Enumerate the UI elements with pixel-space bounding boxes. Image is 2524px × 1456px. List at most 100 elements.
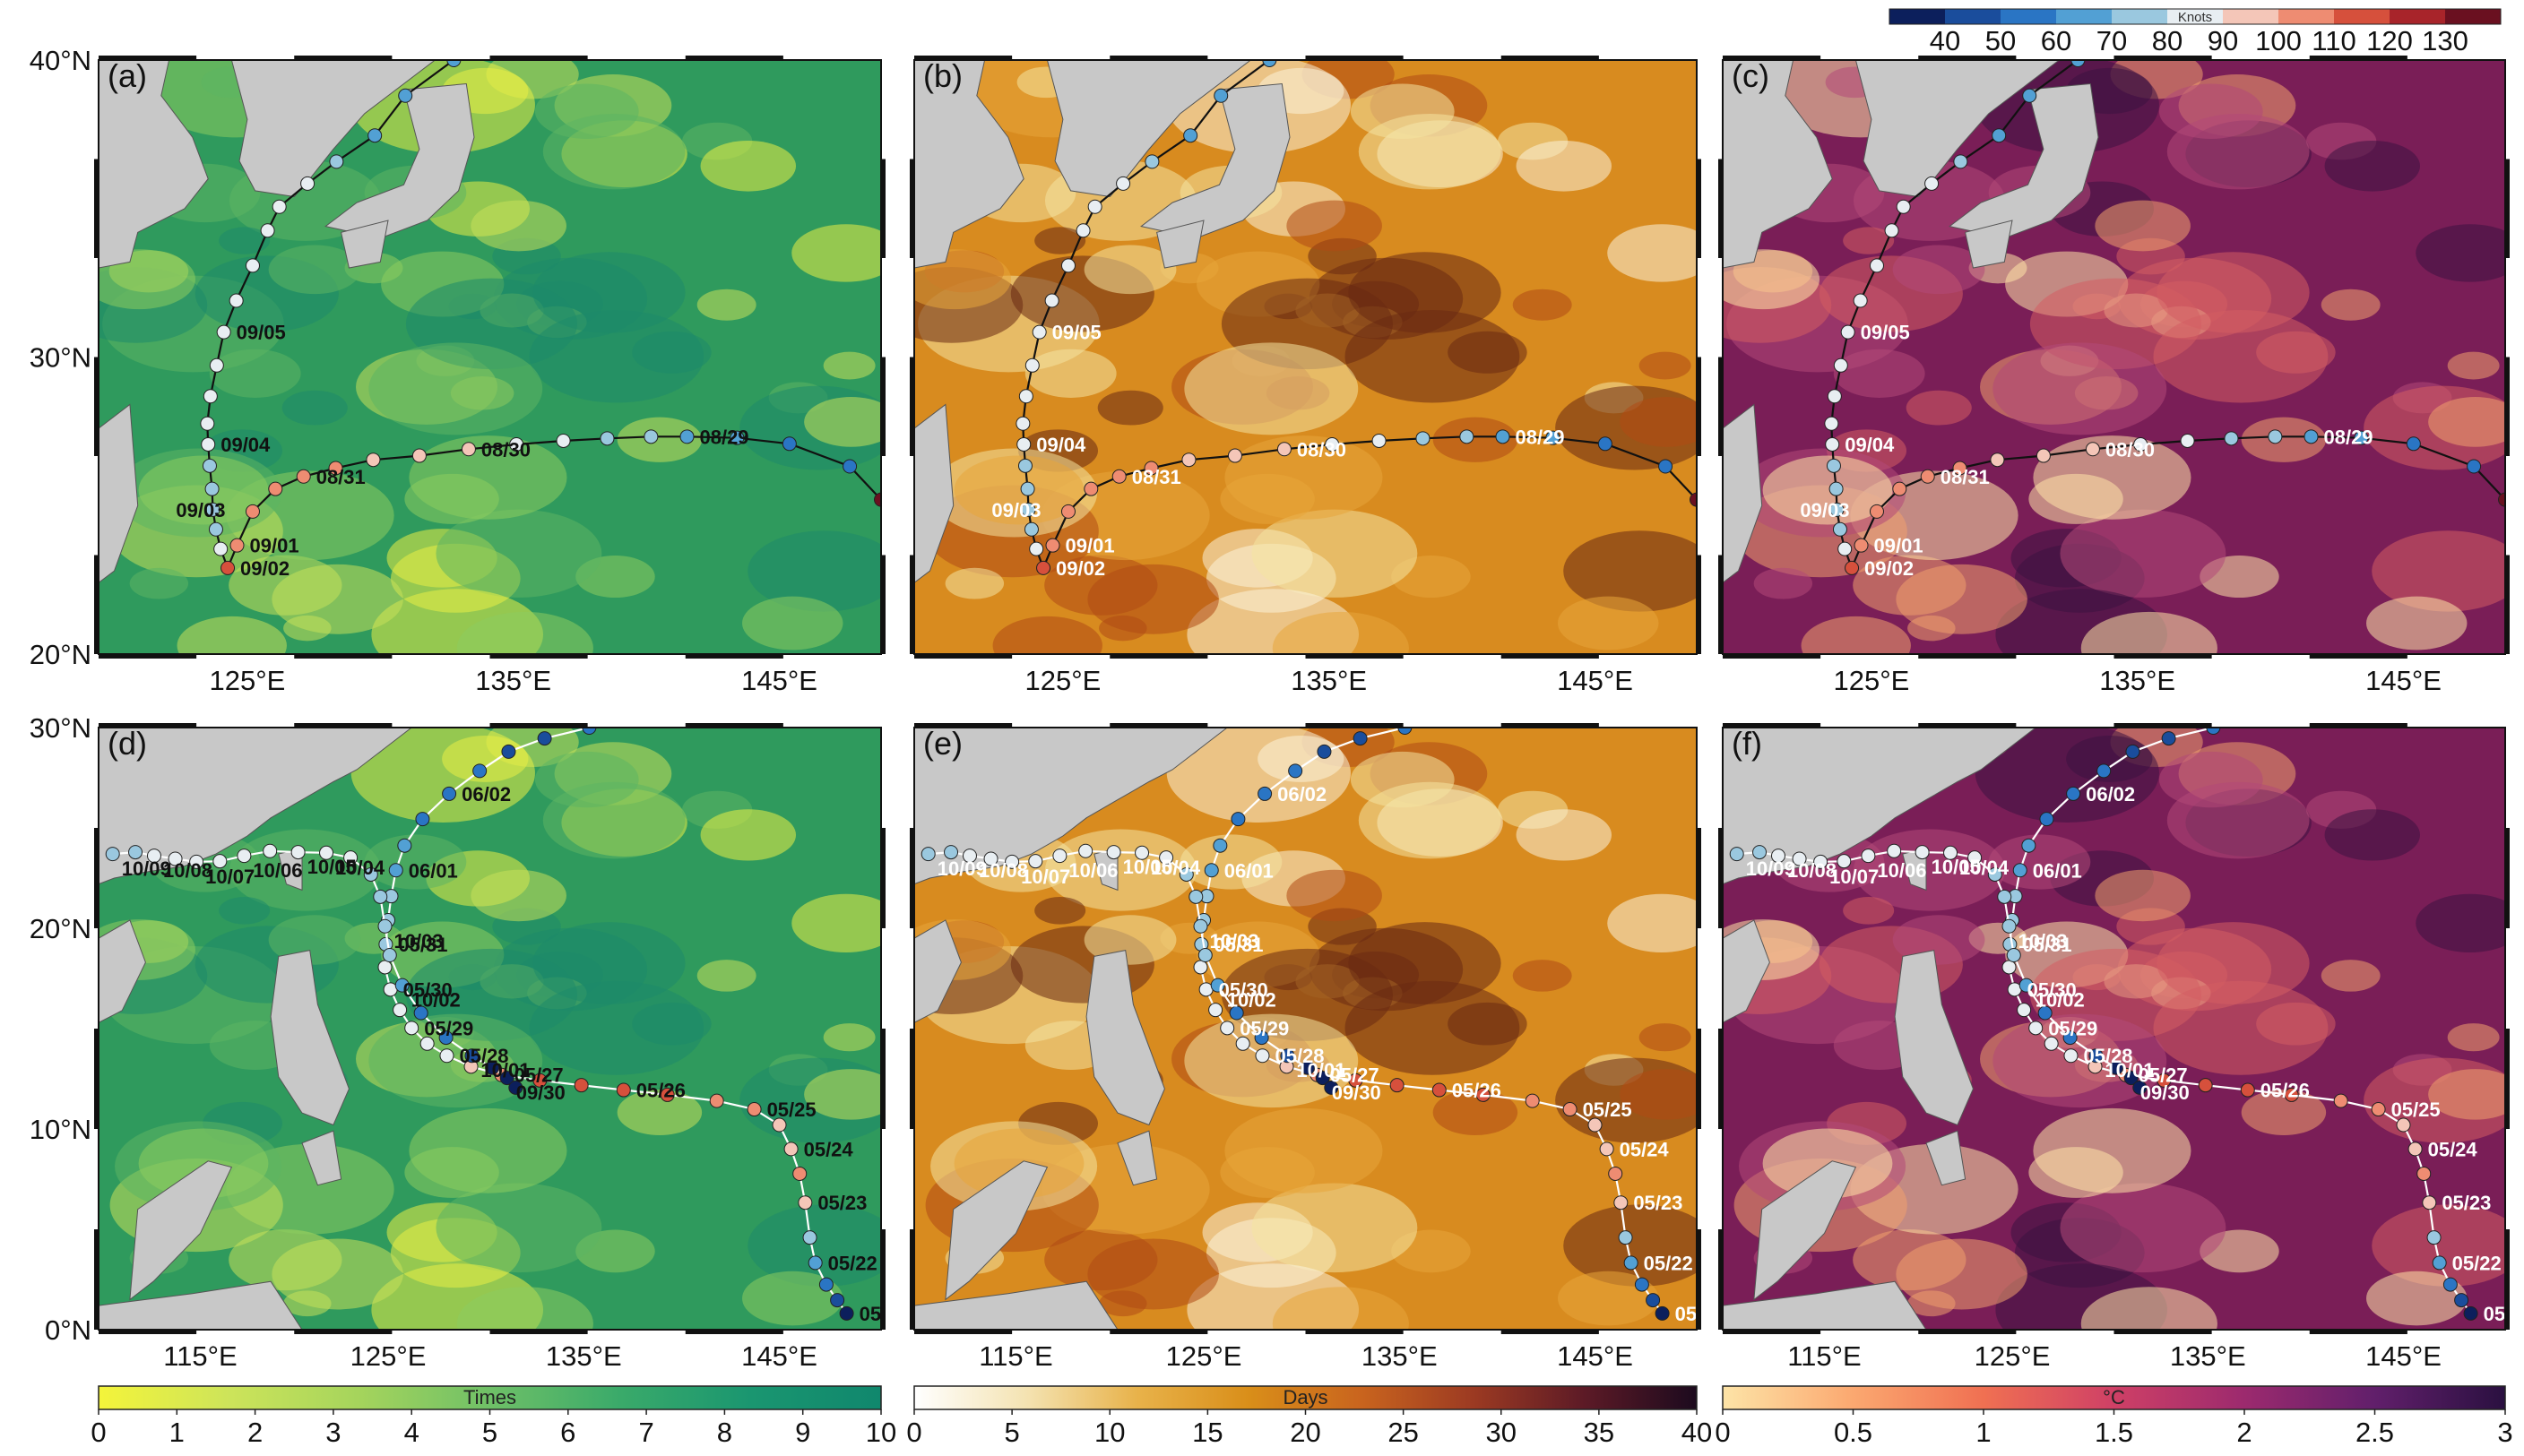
field-texture [409,1107,567,1193]
track-point [1076,223,1091,238]
typhoon-track-line [384,728,848,1314]
field-texture [2256,1002,2336,1046]
frame-tick [1500,653,1599,659]
track-date-label: 05/23 [817,1192,867,1214]
longitude-tick-label: 135°E [2170,1340,2246,1372]
frame-tick [685,653,783,659]
field-texture [1762,1128,1893,1199]
frame-tick [910,1029,915,1129]
track-point [1990,452,2005,468]
track-point [245,504,260,519]
field-texture [272,564,403,634]
track-point [1634,1277,1649,1292]
track-date-label: 05/28 [1275,1045,1324,1067]
field-texture [914,249,1012,310]
land-mass [1085,950,1165,1126]
track-date-label: 09/30 [2140,1081,2190,1104]
track-point [1869,258,1884,273]
track-point [1111,469,1127,484]
colorbar-gradient [1722,1385,2506,1410]
track-point [1525,1093,1540,1108]
frame-tick [94,1029,99,1129]
track-date-label: 05/29 [1240,1017,1289,1039]
knots-tick-label: 50 [1985,25,2016,56]
track-point [2006,948,2021,963]
track-date-label: 06/01 [1224,859,1274,882]
frame-tick [2113,1329,2212,1334]
frame-tick [2113,653,2212,659]
field-texture [368,1013,543,1108]
track-point [2284,1087,2299,1102]
track-point [874,492,881,507]
track-point [393,1003,408,1018]
track-point [263,843,278,858]
track-date-label: 09/03 [991,499,1041,521]
track-point [1024,521,1039,537]
track-point [208,521,223,537]
field-texture [1097,390,1163,426]
track-point [1116,176,1131,191]
track-point [2012,863,2027,878]
frame-tick [910,828,915,928]
field-texture [804,397,881,447]
field-texture [1448,331,1527,374]
track-point [216,324,231,340]
track-point [1353,731,1368,746]
map-svg: 06/02 06/01 05/31 05/30 05/29 05/28 05/27 05/26… [30,712,886,1372]
track-point [1325,436,1340,452]
track-point [272,199,287,214]
track-point [2037,1005,2053,1021]
frame-tick [2309,1329,2407,1334]
frame-tick [1110,56,1208,61]
land-mass [1117,1130,1158,1186]
track-date-label: 05/27 [514,1064,564,1087]
track-point [1229,1005,1244,1021]
track-date-label: 10/04 [335,857,385,879]
frame-tick [1718,1229,1724,1330]
track-point [205,502,220,517]
track-point [1087,199,1102,214]
track-date-label: 05/21 [1675,1303,1724,1325]
field-texture [1558,1271,1659,1326]
track-point [1145,154,1160,169]
colorbar-c: °C 0 0.5 1 1.5 2 2.5 3 [1696,1384,2524,1452]
field-texture [1251,509,1418,598]
field-texture [2447,351,2500,380]
track-point [644,429,659,444]
track-point [411,448,427,463]
track-date-label: 08/31 [316,466,366,488]
frame-tick [2504,357,2510,456]
track-point [237,849,252,864]
field-texture [696,960,756,992]
track-date-label: 09/04 [1036,434,1086,456]
frame-tick [1718,1029,1724,1129]
frame-tick [2309,56,2407,61]
knots-colorbar-frame [1889,8,2502,25]
field-texture [1892,245,1985,295]
longitude-tick-label: 145°E [741,665,817,696]
field-texture [268,245,361,295]
knots-tick-label: 90 [2208,25,2238,56]
track-date-label: 10/01 [480,1059,530,1081]
track-point [1459,429,1474,444]
track-point [1825,436,1840,452]
track-point [509,436,524,452]
track-date-label: 05/29 [424,1017,473,1039]
panel-label: (d) [108,725,147,762]
field-texture [2372,1204,2505,1287]
panel-label: (b) [923,57,963,94]
track-point [1655,1305,1670,1321]
colorbar-tick-label: 40 [1681,1417,1712,1448]
track-point [501,744,516,759]
track-point [146,849,161,864]
field-texture [1753,567,1813,599]
panel-label: (f) [1732,725,1762,762]
field-texture [1034,227,1086,254]
track-point [772,1117,787,1133]
field-texture [2080,1287,2217,1330]
track-point [2354,430,2369,445]
track-date-label: 05/26 [2260,1080,2310,1102]
knots-tick-label: 110 [2312,25,2355,56]
track-point [128,845,143,860]
track-point [1854,538,1869,553]
